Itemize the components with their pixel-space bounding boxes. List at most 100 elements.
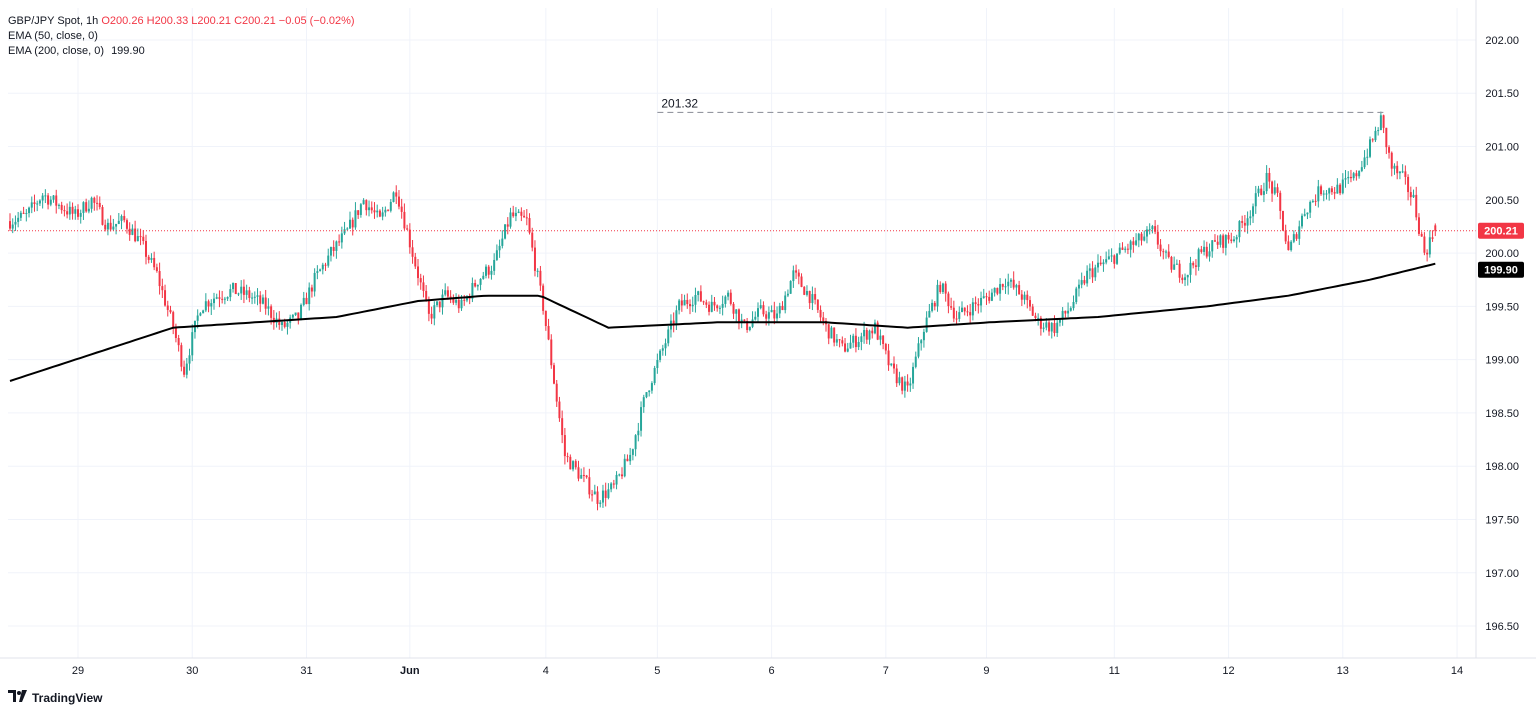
candle-body — [914, 356, 917, 367]
candle-body — [667, 329, 670, 344]
candle-body — [561, 418, 564, 436]
candle-body — [1227, 234, 1230, 240]
candle-body — [939, 284, 942, 292]
candle-body — [319, 269, 322, 272]
candle-body — [882, 335, 885, 345]
candle-body — [1020, 294, 1023, 300]
candle-body — [169, 309, 172, 313]
candle-body — [1233, 239, 1235, 242]
candle-body — [444, 290, 447, 295]
candle-body — [1110, 255, 1113, 257]
candle-body — [999, 284, 1002, 294]
candle-body — [1058, 319, 1061, 323]
candle-body — [378, 210, 381, 217]
candle-body — [229, 289, 232, 298]
symbol-label[interactable]: GBP/JPY Spot, 1h — [8, 15, 99, 27]
candle-body — [523, 215, 526, 218]
candle-body — [729, 292, 732, 304]
candle-body — [601, 490, 604, 503]
chart-legend: GBP/JPY Spot, 1h O200.26 H200.33 L200.21… — [8, 14, 355, 59]
candle-body — [1211, 240, 1214, 252]
candle-body — [357, 210, 360, 215]
time-axis: 29 30 31 Jun 4 5 6 7 9 11 12 13 14 — [72, 665, 1463, 677]
candle-body — [814, 294, 817, 300]
candle-body — [1401, 171, 1404, 173]
y-tick-label: 200.00 — [1485, 248, 1519, 260]
candle-body — [1151, 226, 1154, 230]
candle-body — [1186, 274, 1189, 278]
candle-body — [1178, 263, 1181, 278]
candle-body — [1428, 237, 1431, 255]
candle-body — [1393, 165, 1396, 169]
candle-body — [335, 241, 338, 251]
symbol-row: GBP/JPY Spot, 1h O200.26 H200.33 L200.21… — [8, 14, 355, 29]
candle-body — [792, 270, 795, 282]
candle-body — [1216, 241, 1219, 245]
candle-body — [498, 245, 501, 251]
candle-body — [645, 392, 648, 398]
candle-body — [1407, 176, 1410, 193]
candle-body — [721, 303, 724, 308]
candle-body — [1336, 184, 1339, 194]
candle-body — [174, 328, 177, 339]
candle-body — [1029, 300, 1031, 307]
candle-body — [699, 291, 702, 302]
candle-body — [765, 314, 768, 319]
candle-body — [354, 210, 357, 228]
candle-body — [1311, 200, 1314, 202]
candle-body — [776, 313, 779, 319]
candle-body — [392, 192, 395, 202]
candle-body — [830, 327, 833, 339]
ema50-label[interactable]: EMA (50, close, 0) — [8, 30, 98, 42]
candle-body — [1026, 294, 1029, 301]
candle-body — [408, 229, 411, 248]
candle-body — [1194, 265, 1197, 267]
candle-body — [827, 324, 830, 339]
candle-body — [1409, 192, 1412, 198]
candle-body — [207, 301, 210, 307]
candle-body — [680, 300, 683, 306]
candlesticks — [9, 111, 1437, 511]
candle-body — [68, 206, 71, 215]
candle-body — [245, 290, 248, 295]
candle-body — [607, 489, 610, 498]
tradingview-brand[interactable]: TradingView — [8, 690, 102, 705]
candle-body — [1154, 226, 1157, 232]
candle-body — [1045, 322, 1048, 328]
candle-body — [1105, 259, 1108, 263]
candle-body — [234, 283, 237, 295]
candle-body — [294, 312, 297, 315]
candle-body — [1018, 285, 1021, 295]
candle-body — [85, 202, 88, 212]
candle-body — [1284, 230, 1287, 242]
candle-body — [588, 477, 591, 495]
candle-body — [629, 454, 632, 462]
candle-body — [1088, 268, 1091, 271]
candle-body — [933, 302, 936, 307]
candle-body — [240, 286, 243, 294]
candle-body — [580, 474, 583, 479]
candle-body — [675, 310, 678, 325]
candle-body — [952, 307, 955, 319]
candle-body — [1173, 264, 1176, 270]
candle-body — [196, 315, 199, 321]
candle-body — [678, 300, 681, 311]
candle-body — [1355, 173, 1358, 177]
candle-body — [1352, 173, 1355, 179]
candle-body — [14, 221, 17, 225]
candle-body — [270, 306, 273, 318]
candle-body — [1140, 233, 1143, 241]
candle-body — [659, 350, 662, 360]
candle-body — [125, 220, 128, 229]
candle-body — [591, 494, 594, 496]
ema200-legend-label[interactable]: EMA (200, close, 0) — [8, 45, 104, 57]
candle-body — [324, 264, 327, 266]
candle-body — [533, 247, 536, 271]
open-value: O200.26 — [101, 15, 144, 27]
candle-body — [332, 247, 335, 251]
y-tick-label: 197.50 — [1485, 514, 1519, 526]
candle-body — [1434, 225, 1437, 231]
candle-body — [773, 309, 776, 319]
candle-body — [501, 238, 504, 246]
